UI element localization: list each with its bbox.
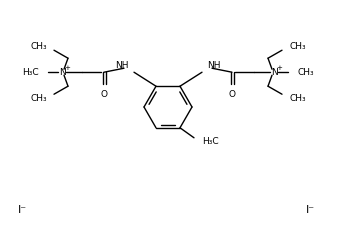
Text: N: N — [271, 68, 277, 77]
Text: +: + — [276, 65, 282, 71]
Text: CH₃: CH₃ — [289, 42, 305, 51]
Text: NH: NH — [207, 61, 221, 70]
Text: I⁻: I⁻ — [305, 205, 314, 215]
Text: H₃C: H₃C — [202, 137, 219, 146]
Text: NH: NH — [116, 61, 129, 70]
Text: I⁻: I⁻ — [18, 205, 26, 215]
Text: O: O — [100, 90, 108, 99]
Text: CH₃: CH₃ — [289, 94, 305, 103]
Text: O: O — [228, 90, 236, 99]
Text: N: N — [58, 68, 65, 77]
Text: H₃C: H₃C — [22, 68, 39, 77]
Text: CH₃: CH₃ — [30, 94, 47, 103]
Text: CH₃: CH₃ — [297, 68, 314, 77]
Text: +: + — [64, 65, 70, 71]
Text: CH₃: CH₃ — [30, 42, 47, 51]
